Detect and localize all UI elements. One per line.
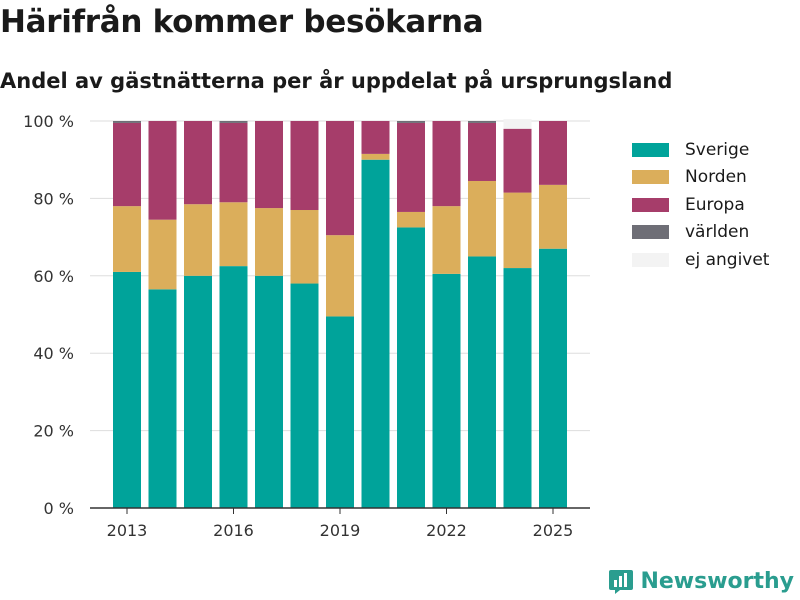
bar-segment [468,180,496,257]
y-tick-labels: 0 % 20 % 40 % 60 % 80 % 100 % [23,112,74,518]
x-tick-label: 2019 [320,521,361,540]
x-tick-label: 2016 [213,521,254,540]
legend-swatch [632,252,669,267]
bar-segment [290,283,319,508]
bar-segment [219,266,248,508]
bar-segment [503,119,532,129]
y-tick-label: 40 % [33,344,74,363]
bar-segment [148,289,177,508]
legend-swatch [632,142,669,157]
bar-segment [113,122,141,207]
bar-segment [432,273,461,508]
bar-segment [184,121,212,205]
y-tick-label: 80 % [33,189,74,208]
bar-segment [255,275,283,508]
chart-title: Härifrån kommer besökarna [0,4,484,40]
legend-label: Europa [685,194,745,215]
bars [113,119,567,509]
bar-segment [148,219,177,290]
bar-segment [184,275,212,508]
x-tick-label: 2013 [107,521,148,540]
legend-swatch [632,197,669,212]
bar-segment [290,121,319,211]
bar-segment [361,153,390,160]
y-tick-label: 0 % [44,499,74,518]
x-tick-label: 2025 [533,521,574,540]
bar-segment [255,208,283,276]
legend: Sverige Norden Europa världen ej angivet [632,136,769,274]
bar-segment [290,210,319,284]
bar-segment [468,122,496,181]
bar-segment [326,235,354,317]
bar-segment [326,316,354,508]
legend-item: världen [632,219,769,247]
bar-segment [503,192,532,269]
bar-segment [432,121,461,207]
bar-segment [397,121,425,123]
legend-label: Norden [685,167,747,188]
legend-swatch [632,225,669,240]
bar-segment [219,121,248,123]
bar-segment [468,121,496,123]
bar-segment [255,121,283,209]
brand-name: Newsworthy [640,568,794,594]
legend-item: Sverige [632,136,769,164]
legend-item: ej angivet [632,246,769,274]
bar-chart-badge-icon [609,570,634,594]
bar-segment [148,121,177,220]
bar-segment [219,202,248,267]
bar-segment [113,206,141,272]
bar-segment [113,121,141,123]
bar-segment [432,206,461,274]
legend-item: Europa [632,191,769,219]
bar-segment [326,121,354,236]
y-tick-label: 60 % [33,267,74,286]
bar-segment [113,271,141,508]
bar-segment [397,211,425,228]
bar-segment [361,159,390,508]
bar-segment [539,121,567,185]
bar-segment [503,128,532,193]
legend-label: Sverige [685,139,750,160]
y-tick-label: 20 % [33,422,74,441]
legend-swatch [632,170,669,185]
bar-segment [184,204,212,276]
bar-segment [539,248,567,508]
bar-segment [397,122,425,212]
axes [90,507,590,514]
bar-segment [219,122,248,203]
legend-item: Norden [632,164,769,192]
y-tick-label: 100 % [23,112,74,131]
legend-label: världen [685,222,750,243]
x-tick-label: 2022 [426,521,467,540]
bar-segment [397,227,425,509]
bar-segment [539,184,567,249]
bar-segment [468,256,496,508]
brand-logo: Newsworthy [608,568,794,594]
legend-label: ej angivet [685,249,770,270]
x-tick-labels: 2013 2016 2019 2022 2025 [107,521,574,540]
bar-segment [503,268,532,508]
chart-subtitle: Andel av gästnätterna per år uppdelat på… [0,69,673,93]
bar-segment [361,121,390,154]
